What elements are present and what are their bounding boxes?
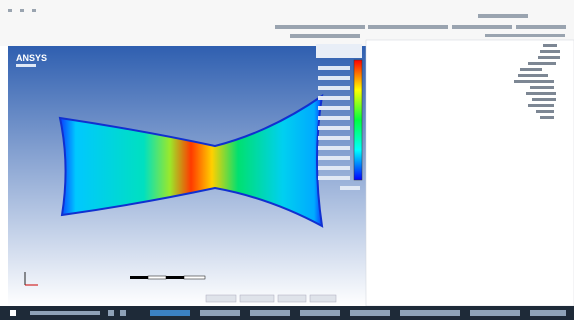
logo-subtitle bbox=[16, 64, 36, 67]
screen: ANSYS bbox=[0, 0, 574, 320]
legend-header bbox=[316, 44, 362, 58]
view-tabs[interactable] bbox=[206, 295, 336, 302]
scale-bar bbox=[130, 276, 205, 279]
logo: ANSYS bbox=[16, 53, 47, 63]
color-bar bbox=[354, 60, 362, 180]
toolbar-area bbox=[0, 0, 574, 46]
tree-panel bbox=[366, 40, 574, 306]
page: ANSYS bbox=[0, 0, 574, 320]
